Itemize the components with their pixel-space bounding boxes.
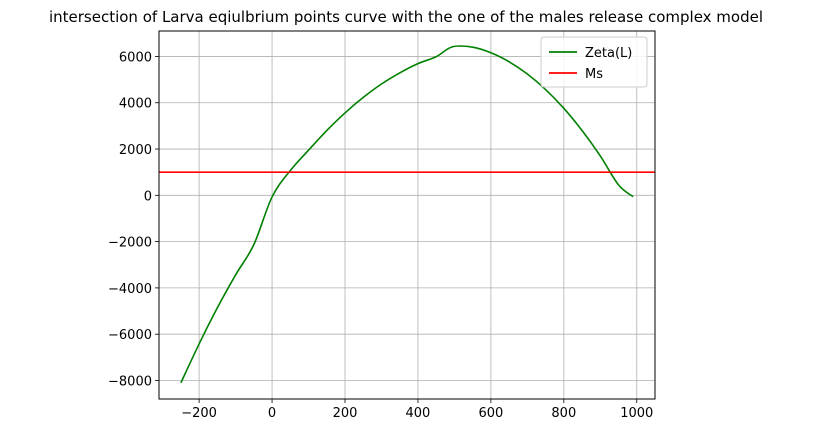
chart-title: intersection of Larva eqiulbrium points … [49,8,763,26]
plot-frame [158,30,656,400]
x-tick-label: 800 [551,406,576,421]
y-tick-label: 6000 [119,50,152,65]
x-tick-label: −200 [181,406,217,421]
grid [159,31,655,399]
series-line-zeta [180,45,634,384]
y-tick-label: 4000 [119,97,152,112]
series-layer [159,45,655,384]
y-tick-label: −6000 [108,328,152,343]
y-tick-label: −8000 [108,374,152,389]
y-tick-label: 0 [144,189,152,204]
x-tick-label: 600 [478,406,503,421]
legend: Zeta(L) Ms [540,36,648,88]
y-tick-label: −4000 [108,282,152,297]
legend-label: Zeta(L) [585,46,632,61]
x-tick-label: 1000 [620,406,653,421]
x-tick-label: 400 [406,406,431,421]
y-tick-label: −2000 [108,236,152,251]
axes: −200 0 200 400 600 800 1000−8000−6000−4000−200… [108,50,653,421]
y-tick-label: 2000 [119,143,152,158]
x-tick-label: 200 [333,406,358,421]
x-tick-label: 0 [268,406,276,421]
legend-label: Ms [585,67,603,82]
legend-box [540,36,648,88]
